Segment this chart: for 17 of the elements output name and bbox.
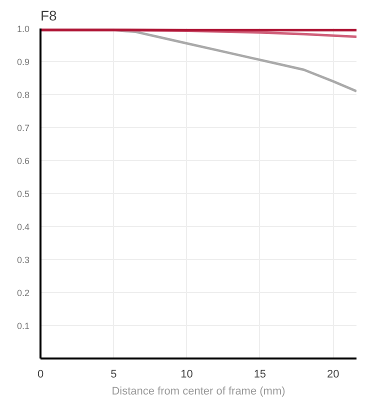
x-tick-label: 20 <box>326 368 340 380</box>
y-tick-label: 0.9 <box>16 57 30 67</box>
y-tick-label: 0.4 <box>16 222 30 232</box>
x-tick-label: 5 <box>110 368 117 380</box>
y-tick-label: 0.3 <box>16 255 30 265</box>
chart-title: F8 <box>40 8 58 24</box>
x-tick-label: 10 <box>180 368 193 380</box>
y-tick-label: 0.8 <box>16 90 30 100</box>
y-tick-label: 0.2 <box>16 288 30 298</box>
y-tick-label: 1.0 <box>16 24 30 34</box>
y-tick-label: 0.7 <box>16 123 30 133</box>
y-tick-label: 0.1 <box>16 321 30 331</box>
x-tick-label: 0 <box>37 368 44 380</box>
y-tick-label: 0.5 <box>16 189 30 199</box>
y-tick-label: 0.6 <box>16 156 30 166</box>
x-axis-title: Distance from center of frame (mm) <box>112 386 286 398</box>
x-tick-label: 15 <box>254 368 266 380</box>
